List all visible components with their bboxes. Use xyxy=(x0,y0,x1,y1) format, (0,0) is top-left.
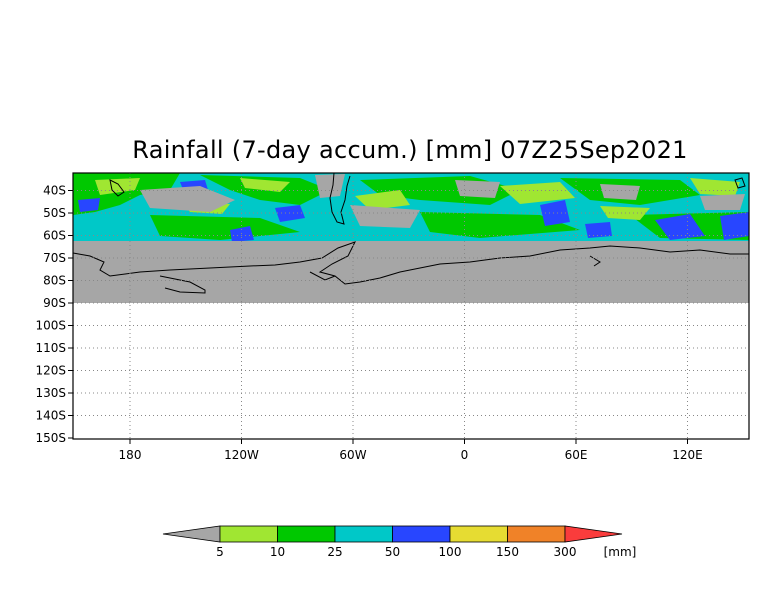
lon-label: 120W xyxy=(224,448,259,462)
rain-area-green xyxy=(420,212,580,238)
lat-label: 90S xyxy=(43,296,66,310)
rain-area-gray xyxy=(350,205,420,228)
lat-label: 140S xyxy=(35,409,66,423)
rain-area-blue xyxy=(655,214,705,240)
colorbar-label: 5 xyxy=(216,545,224,559)
lat-label: 60S xyxy=(43,229,66,243)
rain-area-gray xyxy=(455,180,500,198)
colorbar-bin xyxy=(507,525,566,543)
rain-area-lightgreen xyxy=(500,182,575,204)
lon-label: 180 xyxy=(119,448,142,462)
colorbar-bin xyxy=(219,525,278,543)
colorbar-extend-low xyxy=(162,525,221,543)
map-frame xyxy=(72,172,750,440)
colorbar-extend-high xyxy=(564,525,623,543)
colorbar-bin xyxy=(392,525,451,543)
colorbar: 5 10 25 50 100 150 300 [mm] xyxy=(162,525,637,559)
rain-area-lightgreen xyxy=(240,178,290,192)
map-grid xyxy=(73,173,749,439)
map-title: Rainfall (7-day accum.) [mm] 07Z25Sep202… xyxy=(132,136,688,164)
lat-label: 150S xyxy=(35,431,66,445)
colorbar-label: 100 xyxy=(439,545,462,559)
lat-label: 100S xyxy=(35,319,66,333)
lat-label: 130S xyxy=(35,386,66,400)
latitude-axis: 40S 50S 60S 70S 80S 90S 100S 110S 120S 130S 140S 15… xyxy=(35,184,73,445)
lon-label: 60W xyxy=(339,448,366,462)
rain-area-green xyxy=(150,215,300,240)
rain-area-lightgreen xyxy=(355,190,410,210)
coastline-new-zealand xyxy=(109,179,125,197)
lon-label: 60E xyxy=(565,448,588,462)
rain-area-gray xyxy=(700,194,745,210)
lat-label: 50S xyxy=(43,206,66,220)
coastline-south-america xyxy=(329,173,351,225)
lat-label: 80S xyxy=(43,274,66,288)
rain-area-lightgreen xyxy=(690,178,740,196)
rain-area-blue xyxy=(720,212,749,240)
lat-label: 70S xyxy=(43,251,66,265)
colorbar-label: 150 xyxy=(496,545,519,559)
no-data-mask xyxy=(73,241,749,303)
longitude-axis: 180 120W 60W 0 60E 120E xyxy=(119,439,703,462)
rain-area-blue xyxy=(78,198,100,212)
rain-area-gray xyxy=(600,184,640,200)
colorbar-label: 25 xyxy=(327,545,342,559)
colorbar-unit: [mm] xyxy=(604,545,637,559)
rain-area-blue xyxy=(585,222,612,238)
coastline-tasmania xyxy=(734,177,746,189)
colorbar-label: 300 xyxy=(554,545,577,559)
lat-label: 120S xyxy=(35,364,66,378)
lon-label: 0 xyxy=(461,448,469,462)
colorbar-label: 10 xyxy=(270,545,285,559)
rainfall-field xyxy=(73,173,749,243)
rain-area-gray xyxy=(140,186,235,212)
rain-area-lightgreen xyxy=(95,178,140,195)
colorbar-label: 50 xyxy=(385,545,400,559)
rain-area-blue xyxy=(540,200,570,226)
rain-area-gray xyxy=(315,174,345,198)
lat-label: 110S xyxy=(35,341,66,355)
lat-label: 40S xyxy=(43,184,66,198)
colorbar-bin xyxy=(334,525,393,543)
lon-label: 120E xyxy=(672,448,703,462)
colorbar-bin xyxy=(277,525,336,543)
colorbar-bin xyxy=(449,525,508,543)
